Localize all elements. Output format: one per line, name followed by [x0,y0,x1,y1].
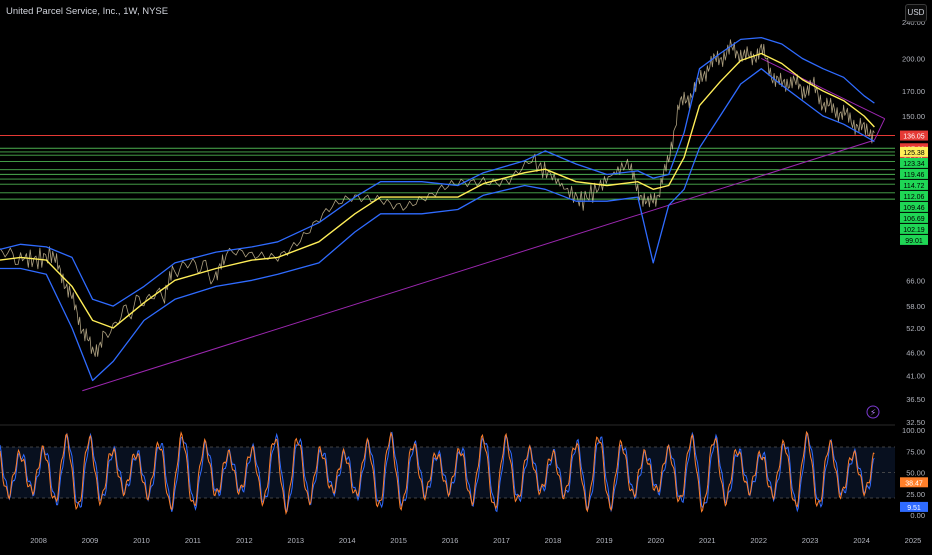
time-axis-tick: 2008 [30,536,47,545]
time-axis-tick: 2023 [802,536,819,545]
stoch-axis-tick: 0.00 [910,511,925,520]
price-axis-tick: 46.00 [906,348,925,357]
stoch-axis-tick: 75.00 [906,447,925,456]
alert-circle [866,405,880,419]
stochastic-pane [0,430,895,516]
price-axis-tick: 58.00 [906,302,925,311]
bollinger_upper-series [0,36,875,307]
stoch-axis-tick: 25.00 [906,490,925,499]
bollinger_lower-series [0,68,875,382]
price-label-box [900,168,928,179]
price-label-box [900,130,928,141]
price-label-text: 114.72 [904,183,925,190]
time-axis-tick: 2015 [390,536,407,545]
price-axis-tick: 41.00 [906,372,925,381]
price-label-box [900,223,928,234]
price-label-box [900,190,928,201]
stoch-axis-tick: 50.00 [906,469,925,478]
time-axis-tick: 2024 [853,536,870,545]
trendline-resistance [761,58,885,120]
stoch_d-line [0,430,875,516]
price-label-box [900,212,928,223]
price-label-text: 136.05 [903,134,925,141]
price-label-text: 119.46 [904,172,925,179]
lightning-icon: ⚡ [870,408,876,418]
time-axis-tick: 2025 [905,536,922,545]
trendlines[interactable] [82,58,886,392]
price-axis-tick: 170.00 [902,87,925,96]
price-label-box [900,146,928,157]
symbol-title: United Parcel Service, Inc., 1W, NYSE [6,6,169,17]
time-axis-tick: 2020 [647,536,664,545]
time-axis-tick: 2013 [287,536,304,545]
price-series [0,36,875,382]
price-labels: 136.05127.682d 13h125.38123.34119.46114.… [900,130,928,512]
time-axis-tick: 2014 [339,536,356,545]
price-label-box [900,201,928,212]
stoch-value-text: 9.51 [907,505,921,512]
price-label-text: 112.06 [904,194,925,201]
price-label-box [900,179,928,190]
price-label-box [900,157,928,168]
price-label-text: 102.19 [903,227,925,234]
time-axis-tick: 2012 [236,536,253,545]
time-axis-tick: 2019 [596,536,613,545]
price-label-box [900,234,928,245]
time-axis-tick: 2011 [185,536,201,545]
price-axis-tick: 200.00 [902,54,925,63]
moving_average-series [0,52,875,329]
time-axis-tick: 2016 [442,536,459,545]
price-axis-tick: 150.00 [902,112,925,121]
alert-button[interactable]: ⚡ [866,405,880,419]
time-axis-tick: 2022 [750,536,767,545]
trendline-edge [873,118,886,141]
price-label-text: 109.46 [903,205,925,212]
stoch-axis-tick: 100.00 [902,426,925,435]
time-axis-tick: 2009 [82,536,99,545]
price-axis-tick: 240.00 [902,18,925,27]
price-label-text: 125.38 [903,150,925,157]
price-axis-tick: 36.50 [906,395,925,404]
axes[interactable]: 240.00 200.00 170.00 150.00 66.00 58.00 52.00 4… [30,18,925,545]
price-axis-tick: 52.00 [906,324,925,333]
price-label-text: 99.01 [905,238,923,245]
price-label-text: 106.69 [903,216,925,223]
stoch-value-box [900,477,928,488]
price-axis-tick: 32.50 [906,418,925,427]
stoch-value-box [900,501,928,512]
currency-button[interactable]: USD [905,4,927,22]
time-axis-tick: 2010 [133,536,150,545]
stoch-value-text: 38.47 [905,480,923,487]
trendline-support [82,139,875,392]
price-label-text: 123.34 [903,161,925,168]
time-axis-tick: 2021 [699,536,716,545]
time-axis-tick: 2017 [493,536,510,545]
time-axis-tick: 2018 [545,536,562,545]
price-axis-tick: 66.00 [906,276,925,285]
price-series [0,39,875,357]
